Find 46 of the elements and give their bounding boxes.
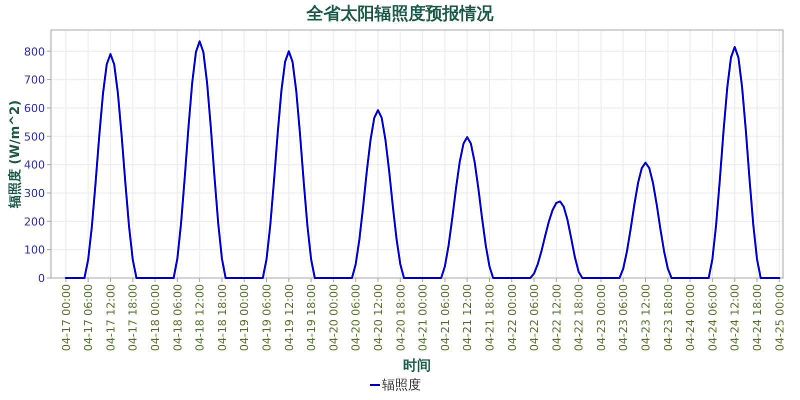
x-tick-label: 04-20 18:00 bbox=[394, 284, 408, 352]
legend-label: 辐照度 bbox=[382, 377, 421, 393]
x-axis-title: 时间 bbox=[403, 358, 431, 374]
x-tick-label: 04-18 06:00 bbox=[171, 284, 184, 352]
x-tick-label: 04-23 12:00 bbox=[640, 284, 653, 352]
x-tick-label: 04-22 12:00 bbox=[550, 284, 564, 352]
y-tick-label: 0 bbox=[38, 272, 45, 285]
x-tick-label: 04-19 18:00 bbox=[305, 284, 318, 352]
x-tick-label: 04-20 06:00 bbox=[350, 284, 363, 352]
x-tick-label: 04-23 00:00 bbox=[594, 284, 608, 352]
y-tick-label: 200 bbox=[24, 215, 45, 228]
y-tick-label: 300 bbox=[24, 186, 45, 200]
x-tick-label: 04-22 18:00 bbox=[572, 284, 586, 352]
x-tick-label: 04-25 00:00 bbox=[773, 284, 786, 352]
x-tick-label: 04-22 06:00 bbox=[528, 284, 542, 352]
x-tick-label: 04-24 06:00 bbox=[706, 284, 720, 352]
x-tick-label: 04-18 12:00 bbox=[194, 284, 207, 352]
x-tick-label: 04-24 18:00 bbox=[750, 284, 764, 352]
x-tick-label: 04-21 06:00 bbox=[438, 284, 452, 352]
y-tick-label: 500 bbox=[24, 130, 45, 144]
x-tick-label: 04-17 00:00 bbox=[60, 284, 73, 352]
x-tick-label: 04-19 12:00 bbox=[282, 284, 296, 352]
y-tick-label: 600 bbox=[24, 102, 45, 115]
y-tick-label: 700 bbox=[24, 74, 45, 87]
x-tick-label: 04-21 12:00 bbox=[461, 284, 474, 352]
x-tick-label: 04-22 00:00 bbox=[506, 284, 519, 352]
x-tick-label: 04-24 12:00 bbox=[728, 284, 742, 352]
y-tick-label: 100 bbox=[24, 244, 45, 257]
x-tick-label: 04-19 06:00 bbox=[260, 284, 274, 352]
x-tick-label: 04-18 00:00 bbox=[149, 284, 162, 352]
y-tick-label: 800 bbox=[24, 45, 45, 58]
x-tick-label: 04-23 06:00 bbox=[617, 284, 630, 352]
x-tick-label: 04-17 12:00 bbox=[104, 284, 118, 352]
y-axis-title: 辐照度 (W/m^2) bbox=[7, 100, 23, 209]
x-tick-label: 04-21 00:00 bbox=[416, 284, 430, 352]
chart-title: 全省太阳辐照度预报情况 bbox=[306, 4, 494, 24]
x-tick-label: 04-20 00:00 bbox=[327, 284, 340, 352]
x-tick-label: 04-17 06:00 bbox=[82, 284, 96, 352]
x-tick-label: 04-23 18:00 bbox=[662, 284, 675, 352]
x-tick-label: 04-24 00:00 bbox=[684, 284, 698, 352]
x-tick-label: 04-21 18:00 bbox=[483, 284, 496, 352]
x-tick-label: 04-17 18:00 bbox=[126, 284, 140, 352]
x-tick-label: 04-20 12:00 bbox=[372, 284, 385, 352]
y-tick-label: 400 bbox=[24, 158, 45, 172]
x-tick-label: 04-18 18:00 bbox=[216, 284, 229, 352]
x-tick-label: 04-19 00:00 bbox=[238, 284, 252, 352]
